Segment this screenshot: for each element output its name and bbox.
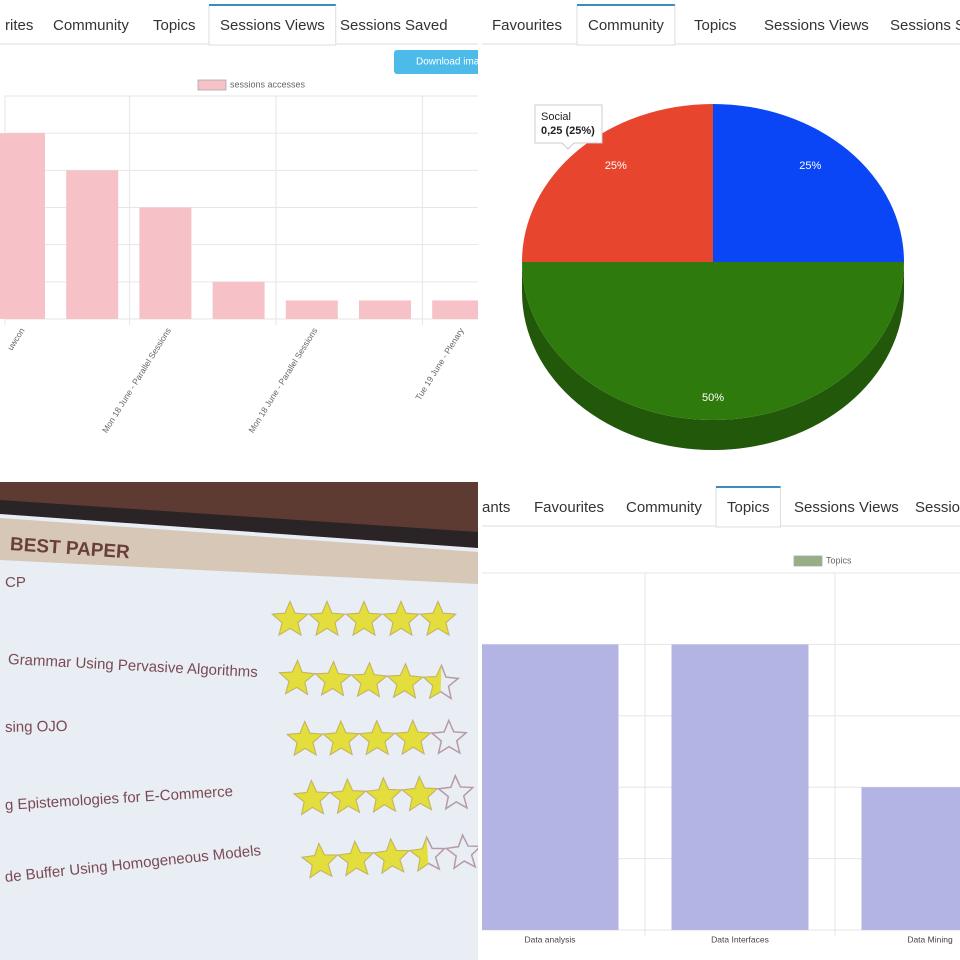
tab[interactable]: Sessions Saved [340,17,448,34]
tab[interactable]: Topics [727,499,770,516]
star-fill [293,779,330,815]
star-fill [351,662,388,698]
tab[interactable]: Community [588,17,664,34]
star-fill [401,776,438,811]
star-rating [292,773,475,816]
bar [0,133,45,319]
star-fill [420,600,456,636]
star-outline [429,718,468,755]
pie-value-label: 25% [605,160,627,172]
download-button[interactable] [394,50,494,74]
x-tick-label: Data Interfaces [711,934,769,944]
star-outline [444,833,478,870]
legend-swatch [793,555,823,567]
pie-slice [713,104,904,262]
pie-slice [522,262,904,420]
tab[interactable]: Topics [694,17,737,34]
tab[interactable]: Sessions Views [764,17,869,34]
tooltip-value: 0,25 (25%) [541,125,595,137]
star-fill [322,720,360,756]
tab[interactable]: Community [626,499,702,516]
star-fill [346,600,382,636]
star-fill [383,600,419,636]
bar [212,281,265,319]
bar [285,300,338,319]
tab[interactable]: Sessio [915,499,960,516]
tab[interactable]: ants [482,499,510,516]
tooltip-title: Social [541,111,571,123]
community-panel: Favourites Community Topics Sessions Views S… [482,4,960,450]
star-fill [279,659,316,695]
star-fill [365,777,402,813]
bar [66,170,119,319]
star-fill [358,720,396,755]
download-button-label[interactable]: Download imag [416,57,485,68]
tab[interactable]: Favourites [534,499,604,516]
star-fill [309,600,345,636]
tab[interactable]: Sessions Views [794,499,899,516]
star-fill [329,778,366,814]
pie-side [522,262,904,450]
star-fill [315,661,352,696]
tab[interactable]: rites [5,17,33,34]
tab[interactable]: Sessions Views [220,17,325,34]
tab[interactable]: Community [53,17,129,34]
active-tab [208,4,337,46]
star-outline [436,773,475,811]
bar [139,207,192,319]
active-tab [576,4,676,46]
tab[interactable]: Topics [153,17,196,34]
bar [359,300,411,319]
star-fill [409,836,430,872]
star-rating [278,659,461,701]
legend-swatch [197,79,227,91]
legend-label: Topics [826,555,852,565]
star-rating [271,600,457,637]
star-rating [300,833,478,879]
bar [482,644,619,930]
paper-title: sing OJO [5,718,68,736]
tab[interactable]: Sessions S [890,17,960,34]
pie-value-label: 50% [702,392,724,404]
star-fill [387,663,424,699]
slide-header-band [0,518,478,584]
pie-slice [522,104,713,262]
star-fill [337,840,374,876]
topics-panel: ants Favourites Community Topics Sessions Vi… [482,486,960,944]
tooltip-box [534,104,603,150]
legend-label: sessions accesses [230,79,306,89]
tab[interactable]: Favourites [492,17,562,34]
star-rating [285,718,468,757]
pie-value-label: 25% [799,160,821,172]
star-fill [301,843,338,879]
star-fill [286,720,324,756]
star-fill [394,719,432,755]
active-tab [715,486,782,528]
star-fill [272,600,308,636]
bar [861,787,960,930]
star-fill [373,838,410,874]
bar [432,300,478,319]
bar [671,644,809,930]
paper-title: CP [5,574,26,591]
x-tick-label: Data Mining [907,934,953,944]
x-tick-label: Data analysis [524,934,575,944]
